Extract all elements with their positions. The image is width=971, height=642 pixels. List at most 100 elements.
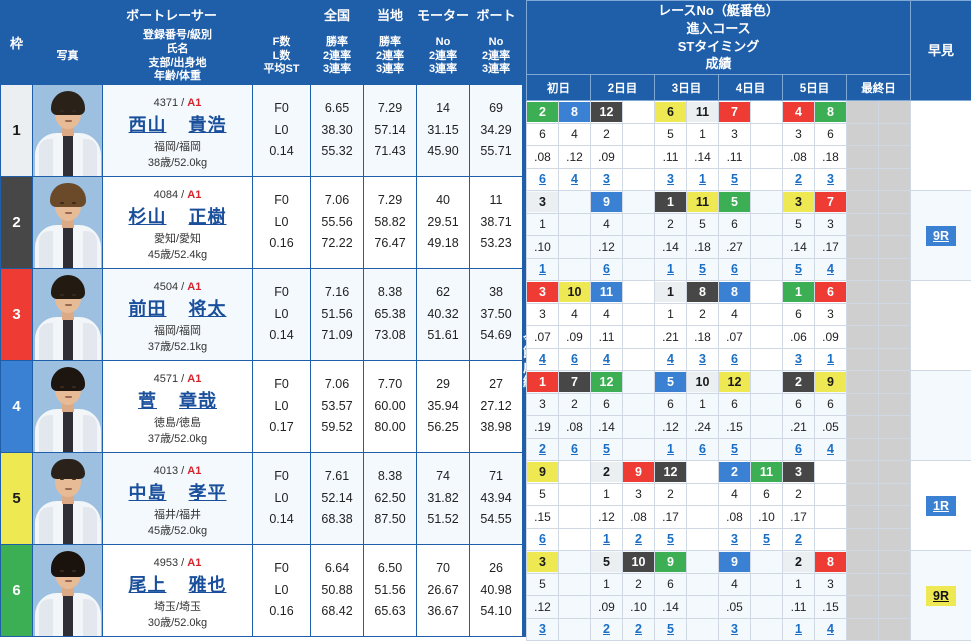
finish-rank-cell[interactable]: 2 [526, 437, 559, 461]
finish-rank-cell[interactable]: 4 [526, 347, 559, 371]
finish-rank-link[interactable]: 6 [539, 172, 546, 187]
finish-rank-link[interactable]: 1 [667, 442, 674, 457]
finish-rank-link[interactable]: 5 [667, 622, 674, 637]
finish-rank-link[interactable]: 1 [699, 172, 706, 187]
finish-rank-cell[interactable]: 1 [590, 527, 623, 551]
finish-rank-cell[interactable]: 6 [526, 527, 559, 551]
finish-rank-cell[interactable]: 1 [686, 167, 719, 191]
finish-rank-cell[interactable]: 1 [654, 257, 687, 281]
finish-rank-link[interactable]: 6 [571, 442, 578, 457]
finish-rank-link[interactable]: 5 [731, 442, 738, 457]
racer-photo[interactable] [32, 176, 103, 269]
finish-rank-link[interactable]: 3 [795, 352, 802, 367]
finish-rank-link[interactable]: 3 [827, 172, 834, 187]
hayami-race-badge[interactable]: 9R [926, 225, 956, 246]
racer-name-link[interactable]: 杉山 正樹 [128, 206, 227, 227]
finish-rank-link[interactable]: 3 [731, 622, 738, 637]
hayami-cell[interactable]: 1R [910, 460, 971, 551]
finish-rank-cell[interactable]: 4 [654, 347, 687, 371]
finish-rank-cell[interactable]: 2 [782, 167, 815, 191]
finish-rank-cell[interactable]: 5 [750, 527, 783, 551]
finish-rank-cell[interactable]: 5 [686, 257, 719, 281]
finish-rank-cell[interactable]: 4 [814, 257, 847, 281]
racer-photo[interactable] [32, 84, 103, 177]
finish-rank-cell[interactable]: 1 [782, 617, 815, 641]
finish-rank-link[interactable]: 4 [827, 622, 834, 637]
finish-rank-cell[interactable]: 1 [654, 437, 687, 461]
finish-rank-cell[interactable]: 6 [686, 437, 719, 461]
finish-rank-cell[interactable]: 6 [558, 437, 591, 461]
finish-rank-cell[interactable]: 5 [782, 257, 815, 281]
racer-name-link[interactable]: 西山 貴浩 [128, 114, 227, 135]
finish-rank-link[interactable]: 6 [603, 262, 610, 277]
finish-rank-cell[interactable]: 2 [782, 527, 815, 551]
finish-rank-link[interactable]: 5 [667, 532, 674, 547]
racer-photo[interactable] [32, 544, 103, 637]
finish-rank-link[interactable]: 6 [539, 532, 546, 547]
finish-rank-link[interactable]: 5 [763, 532, 770, 547]
finish-rank-link[interactable]: 3 [731, 532, 738, 547]
racer-name-link[interactable]: 尾上 雅也 [128, 574, 227, 595]
hayami-race-badge[interactable]: 1R [926, 495, 956, 516]
finish-rank-link[interactable]: 5 [731, 172, 738, 187]
finish-rank-link[interactable]: 2 [603, 622, 610, 637]
finish-rank-link[interactable]: 6 [795, 442, 802, 457]
finish-rank-cell[interactable]: 5 [590, 437, 623, 461]
finish-rank-cell[interactable]: 5 [654, 617, 687, 641]
finish-rank-link[interactable]: 4 [603, 352, 610, 367]
finish-rank-cell[interactable]: 1 [526, 257, 559, 281]
finish-rank-link[interactable]: 5 [795, 262, 802, 277]
finish-rank-link[interactable]: 4 [667, 352, 674, 367]
finish-rank-link[interactable]: 2 [635, 532, 642, 547]
racer-name-link[interactable]: 菅章哉 [138, 390, 217, 411]
finish-rank-cell[interactable]: 5 [654, 527, 687, 551]
finish-rank-link[interactable]: 5 [699, 262, 706, 277]
finish-rank-link[interactable]: 3 [667, 172, 674, 187]
finish-rank-link[interactable]: 6 [571, 352, 578, 367]
finish-rank-cell[interactable]: 6 [718, 257, 751, 281]
finish-rank-cell[interactable]: 5 [718, 437, 751, 461]
finish-rank-cell[interactable]: 4 [814, 617, 847, 641]
finish-rank-cell[interactable]: 3 [718, 617, 751, 641]
finish-rank-cell[interactable]: 4 [558, 167, 591, 191]
finish-rank-link[interactable]: 2 [635, 622, 642, 637]
finish-rank-link[interactable]: 4 [539, 352, 546, 367]
finish-rank-link[interactable]: 2 [795, 532, 802, 547]
racer-photo[interactable] [32, 452, 103, 545]
finish-rank-cell[interactable]: 4 [814, 437, 847, 461]
finish-rank-cell[interactable]: 6 [526, 167, 559, 191]
racer-name-link[interactable]: 中島 孝平 [128, 482, 227, 503]
finish-rank-cell[interactable]: 6 [558, 347, 591, 371]
finish-rank-link[interactable]: 4 [827, 262, 834, 277]
finish-rank-cell[interactable]: 3 [686, 347, 719, 371]
finish-rank-link[interactable]: 2 [795, 172, 802, 187]
finish-rank-link[interactable]: 3 [603, 172, 610, 187]
finish-rank-cell[interactable]: 3 [654, 167, 687, 191]
finish-rank-cell[interactable]: 6 [718, 347, 751, 371]
racer-name-link[interactable]: 前田 将太 [128, 298, 227, 319]
finish-rank-cell[interactable]: 3 [718, 527, 751, 551]
finish-rank-link[interactable]: 4 [571, 172, 578, 187]
racer-photo[interactable] [32, 268, 103, 361]
finish-rank-cell[interactable]: 3 [814, 167, 847, 191]
hayami-race-badge[interactable]: 9R [926, 585, 956, 606]
finish-rank-link[interactable]: 4 [827, 442, 834, 457]
finish-rank-link[interactable]: 6 [731, 262, 738, 277]
finish-rank-cell[interactable]: 3 [590, 167, 623, 191]
finish-rank-link[interactable]: 3 [539, 622, 546, 637]
finish-rank-cell[interactable]: 5 [718, 167, 751, 191]
finish-rank-cell[interactable]: 2 [622, 617, 655, 641]
hayami-cell[interactable]: 9R [910, 550, 971, 641]
finish-rank-link[interactable]: 3 [699, 352, 706, 367]
finish-rank-cell[interactable]: 3 [782, 347, 815, 371]
finish-rank-link[interactable]: 2 [539, 442, 546, 457]
finish-rank-cell[interactable]: 2 [590, 617, 623, 641]
finish-rank-cell[interactable]: 3 [526, 617, 559, 641]
finish-rank-link[interactable]: 6 [731, 352, 738, 367]
finish-rank-cell[interactable]: 2 [622, 527, 655, 551]
finish-rank-link[interactable]: 1 [827, 352, 834, 367]
hayami-cell[interactable]: 9R [910, 190, 971, 281]
finish-rank-link[interactable]: 1 [795, 622, 802, 637]
finish-rank-link[interactable]: 1 [667, 262, 674, 277]
finish-rank-cell[interactable]: 6 [782, 437, 815, 461]
